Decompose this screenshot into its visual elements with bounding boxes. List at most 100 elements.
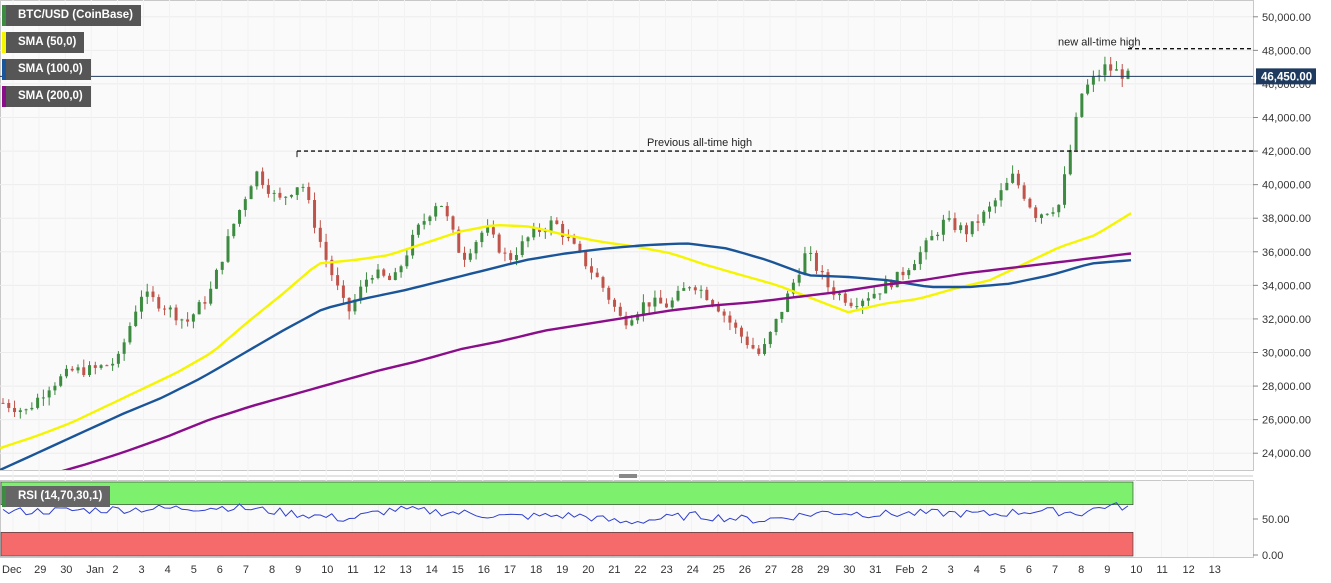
y-tick-label: 26,000.00 — [1262, 415, 1311, 427]
x-tick-label: 25 — [713, 564, 725, 576]
candle-body — [664, 303, 668, 308]
candle-body — [993, 200, 997, 207]
candles-group — [1, 56, 1130, 419]
y-tick-label: 24,000.00 — [1262, 448, 1311, 460]
candle-body — [411, 234, 415, 256]
candle-body — [353, 299, 357, 312]
candle-body — [197, 302, 201, 315]
symbol-label[interactable]: BTC/USD (CoinBase) — [2, 5, 142, 26]
candle-body — [76, 367, 80, 371]
candle-body — [930, 236, 934, 241]
candle-body — [1091, 76, 1095, 85]
candle-body — [30, 407, 34, 410]
candle-body — [439, 205, 443, 207]
candle-body — [682, 288, 686, 291]
candle-body — [947, 218, 951, 220]
candle-body — [486, 227, 490, 233]
candle-body — [1103, 64, 1107, 76]
sma100-line — [0, 242, 1132, 470]
x-tick-label: 22 — [634, 564, 646, 576]
candle-body — [1045, 213, 1049, 215]
candle-body — [468, 253, 472, 260]
candle-body — [480, 232, 484, 243]
candle-body — [191, 314, 195, 322]
candle-body — [1, 402, 5, 404]
rsi-tick-label: 0.00 — [1262, 550, 1283, 562]
y-tick-label: 32,000.00 — [1262, 314, 1311, 326]
candle-body — [209, 288, 213, 304]
candle-body — [47, 390, 51, 398]
candle-body — [203, 302, 207, 304]
candle-body — [232, 223, 236, 237]
candle-body — [451, 216, 455, 230]
candle-body — [647, 302, 651, 307]
candle-body — [509, 253, 513, 260]
candle-body — [341, 285, 345, 298]
candle-body — [1114, 69, 1118, 71]
candle-body — [607, 287, 611, 300]
candle-body — [688, 287, 692, 289]
candle-body — [388, 275, 392, 281]
previous-ath-label: Previous all-time high — [647, 137, 752, 149]
candle-body — [70, 368, 74, 371]
candle-body — [561, 223, 565, 238]
candle-body — [186, 319, 190, 322]
legend-sma50[interactable]: SMA (50,0) — [2, 32, 85, 53]
x-tick-label: 23 — [661, 564, 673, 576]
candle-body — [1068, 149, 1072, 175]
candle-body — [364, 279, 368, 287]
candle-body — [526, 237, 530, 242]
price-pane — [0, 0, 1254, 471]
current-price-tag — [1256, 68, 1316, 85]
candle-body — [786, 293, 790, 312]
candle-body — [532, 227, 536, 238]
y-tick-label: 50,000.00 — [1262, 12, 1311, 24]
candle-body — [266, 185, 270, 194]
candle-body — [255, 171, 259, 187]
candle-body — [803, 253, 807, 275]
candle-body — [543, 231, 547, 233]
legend-sma100[interactable]: SMA (100,0) — [2, 59, 91, 80]
candle-body — [774, 319, 778, 333]
candle-body — [111, 363, 115, 366]
candle-body — [13, 407, 17, 413]
candle-body — [324, 241, 328, 260]
candle-body — [36, 397, 40, 408]
x-tick-label: 24 — [687, 564, 699, 576]
y-tick-label: 34,000.00 — [1262, 280, 1311, 292]
x-tick-label: 19 — [556, 564, 568, 576]
legend-rsi[interactable]: RSI (14,70,30,1) — [2, 486, 111, 507]
candle-body — [249, 186, 253, 200]
candle-body — [405, 255, 409, 267]
x-tick-label: 28 — [791, 564, 803, 576]
candle-body — [116, 353, 120, 364]
x-tick-label: 12 — [1183, 564, 1195, 576]
candle-body — [1120, 69, 1124, 79]
candle-body — [7, 402, 11, 408]
candle-body — [1126, 70, 1130, 79]
candle-body — [728, 315, 732, 323]
rsi-oversold-zone — [0, 531, 1134, 557]
x-tick-label: 9 — [1104, 564, 1110, 576]
y-tick-label: 30,000.00 — [1262, 348, 1311, 360]
candle-body — [924, 240, 928, 253]
candle-body — [416, 224, 420, 235]
candle-body — [272, 192, 276, 194]
candle-body — [549, 220, 553, 232]
legend-sma200[interactable]: SMA (200,0) — [2, 86, 91, 107]
candle-body — [763, 344, 767, 354]
candle-body — [884, 280, 888, 294]
candle-body — [641, 302, 645, 315]
candle-body — [953, 218, 957, 231]
x-tick-label: 16 — [478, 564, 490, 576]
candle-body — [855, 306, 859, 308]
x-tick-label: 2 — [112, 564, 118, 576]
candle-body — [347, 297, 351, 312]
candle-body — [59, 376, 63, 386]
candle-body — [382, 269, 386, 276]
candle-body — [422, 221, 426, 225]
x-tick-label: 27 — [765, 564, 777, 576]
candle-body — [93, 365, 97, 368]
candle-body — [988, 206, 992, 212]
